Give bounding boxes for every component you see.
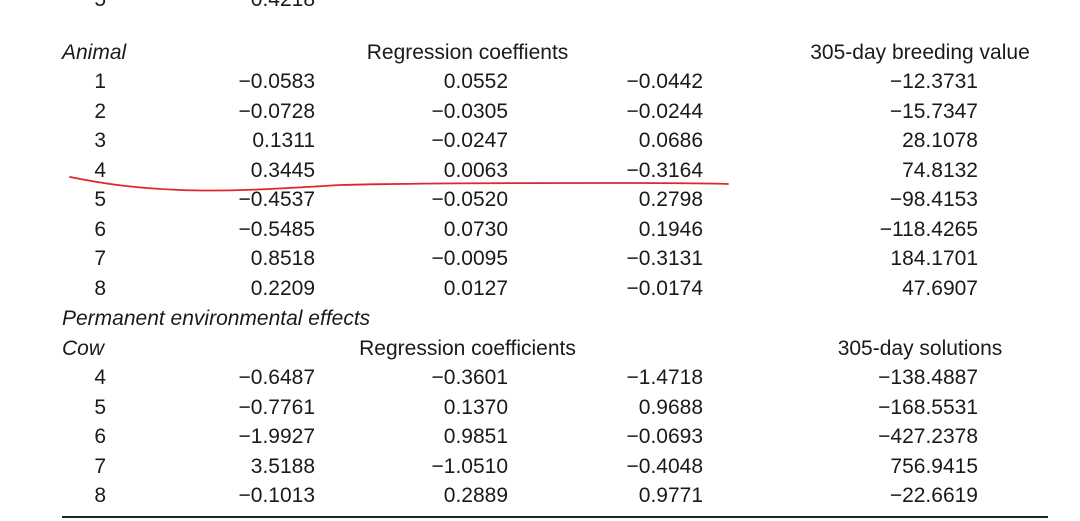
- cut-row-value: −0.4218: [180, 0, 316, 12]
- cow-coef-b-cell: 0.9851: [443, 425, 508, 448]
- animal-coef-c-cell: −0.0442: [626, 70, 704, 93]
- animal-coef-c-cell: −0.3131: [626, 247, 704, 270]
- animal-value-cell: 47.6907: [902, 276, 978, 300]
- animal-id-cell: 7: [94, 247, 106, 270]
- animal-value-cell: −12.3731: [889, 70, 978, 93]
- cow-coef-c-cell: 0.9688: [638, 395, 703, 419]
- animal-coef-b-cell: 0.0552: [443, 70, 508, 93]
- animal-coef-c-cell: −0.0244: [626, 99, 704, 123]
- cow-coef-a-cell: −1.9927: [238, 425, 316, 448]
- animal-coef-b-cell: −0.0095: [431, 247, 509, 270]
- animal-coef-b-cell: 0.0063: [443, 158, 508, 182]
- animal-id-cell: 5: [94, 188, 106, 211]
- cow-coef-b-cell: −0.3601: [431, 366, 509, 389]
- animal-id-cell: 2: [94, 99, 106, 123]
- cow-id-cell: 5: [94, 395, 106, 419]
- animal-value-cell: −15.7347: [889, 99, 978, 123]
- cow-coef-c-cell: −0.4048: [626, 454, 704, 478]
- animal-coef-a-cell: 0.8518: [250, 247, 315, 270]
- cut-row-id: 5: [82, 0, 106, 12]
- animal-coef-a-cell: 0.3445: [250, 158, 315, 182]
- animal-coef-a-cell: −0.0728: [238, 99, 316, 123]
- animal-coef-b-cell: −0.0305: [431, 99, 509, 123]
- cow-coef-c-cell: 0.9771: [638, 484, 703, 507]
- animal-header: Animal: [62, 41, 127, 64]
- animal-value-cell: −98.4153: [889, 188, 978, 211]
- animal-coef-b-cell: −0.0247: [431, 129, 509, 152]
- animal-coef-c-cell: 0.2798: [638, 188, 703, 211]
- animal-id-cell: 8: [94, 276, 106, 300]
- animal-id-cell: 1: [94, 70, 106, 93]
- cow-id-cell: 6: [94, 425, 106, 448]
- cow-value-cell: −138.4887: [878, 366, 978, 389]
- cow-coef-b-cell: 0.1370: [443, 395, 508, 419]
- animal-coef-c-cell: 0.1946: [638, 217, 703, 241]
- animal-coef-b-cell: −0.0520: [431, 188, 509, 211]
- animal-coef-b-cell: 0.0127: [443, 276, 508, 300]
- regression-coefficients-header: Regression coeffients: [366, 41, 569, 64]
- animal-coef-c-cell: −0.3164: [626, 158, 704, 182]
- cow-coef-b-cell: −1.0510: [431, 454, 509, 478]
- animal-id-cell: 6: [94, 217, 106, 241]
- cow-header: Cow: [62, 337, 105, 360]
- cow-coef-c-cell: −1.4718: [626, 366, 704, 389]
- cow-value-cell: −22.6619: [889, 484, 978, 507]
- animal-value-cell: 28.1078: [902, 129, 978, 152]
- breeding-value-header: 305-day breeding value: [810, 41, 1030, 64]
- cow-id-cell: 8: [94, 484, 106, 507]
- cow-coef-a-cell: −0.1013: [238, 484, 316, 507]
- cow-id-cell: 7: [94, 454, 106, 478]
- animal-id-cell: 3: [94, 129, 106, 152]
- animal-coef-c-cell: −0.0174: [626, 276, 704, 300]
- cow-coef-a-cell: −0.6487: [238, 366, 316, 389]
- animal-value-cell: 184.1701: [890, 247, 978, 270]
- cow-value-cell: −427.2378: [878, 425, 978, 448]
- animal-coef-a-cell: 0.2209: [250, 276, 315, 300]
- animal-coef-a-cell: 0.1311: [252, 129, 315, 152]
- cow-coef-b-cell: 0.2889: [443, 484, 508, 507]
- solutions-header: 305-day solutions: [837, 337, 1003, 360]
- cow-value-cell: 756.9415: [890, 454, 978, 478]
- permanent-environmental-effects-title: Permanent environmental effects: [62, 307, 371, 330]
- animal-coef-b-cell: 0.0730: [443, 217, 508, 241]
- regression-coefficients-header-2: Regression coefficients: [359, 337, 576, 360]
- animal-id-cell: 4: [94, 158, 106, 182]
- animal-value-cell: −118.4265: [879, 217, 978, 241]
- cow-id-cell: 4: [94, 366, 106, 389]
- cow-value-cell: −168.5531: [878, 395, 978, 419]
- cow-coef-a-cell: −0.7761: [238, 395, 316, 419]
- cow-coef-a-cell: 3.5188: [250, 454, 315, 478]
- table-bottom-rule: [62, 516, 1048, 518]
- animal-coef-c-cell: 0.0686: [638, 129, 703, 152]
- animal-coef-a-cell: −0.0583: [238, 70, 316, 93]
- animal-value-cell: 74.8132: [902, 158, 978, 182]
- cow-coef-c-cell: −0.0693: [626, 425, 704, 448]
- animal-coef-a-cell: −0.5485: [238, 217, 316, 241]
- animal-coef-a-cell: −0.4537: [238, 188, 316, 211]
